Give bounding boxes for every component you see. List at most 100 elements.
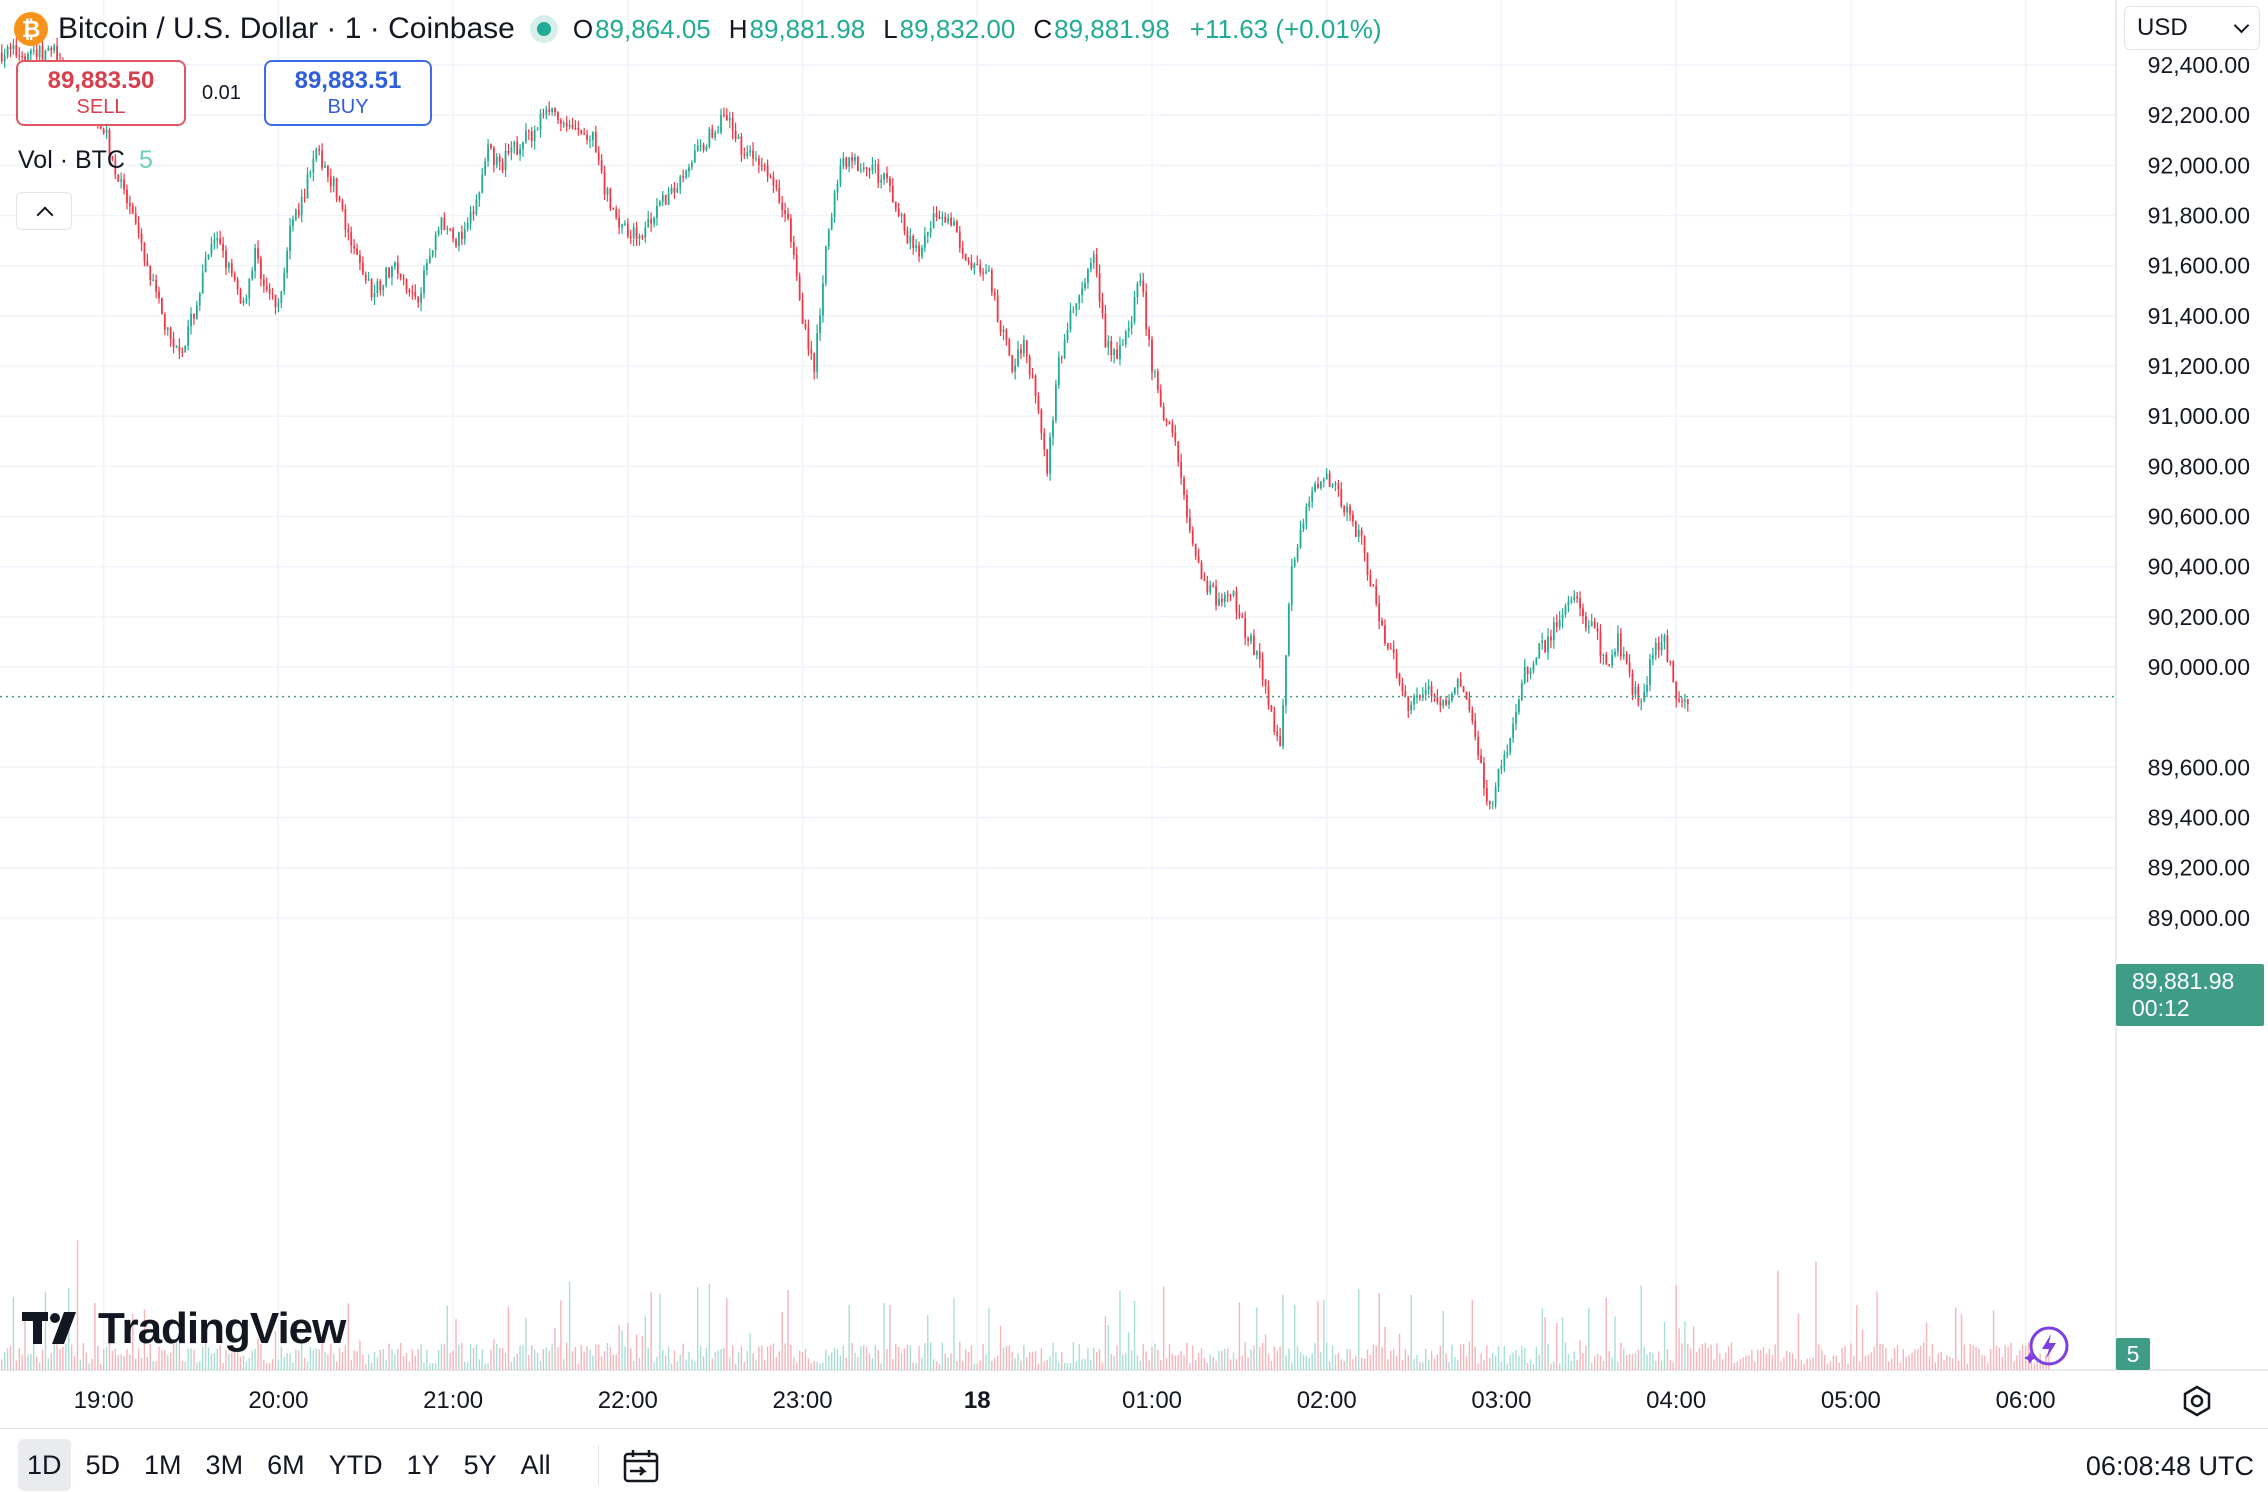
candle-body — [1538, 643, 1541, 658]
candle-body — [131, 205, 134, 214]
candle-body — [926, 232, 929, 236]
lightning-icon[interactable] — [2022, 1322, 2072, 1372]
range-button-1d[interactable]: 1D — [18, 1439, 71, 1491]
range-button-6m[interactable]: 6M — [267, 1449, 305, 1480]
candle-body — [1611, 655, 1613, 666]
candle-body — [880, 179, 883, 183]
candle-body — [548, 109, 551, 113]
candle-body — [1462, 686, 1465, 692]
range-button-3m[interactable]: 3M — [205, 1449, 244, 1480]
candle-body — [1055, 384, 1057, 421]
candle-body — [1151, 339, 1153, 373]
range-button-5d[interactable]: 5D — [85, 1449, 121, 1480]
candle-body — [1037, 396, 1040, 410]
candle-body — [1453, 687, 1456, 694]
sell-button[interactable]: 89,883.50 SELL — [16, 60, 186, 126]
candle-body — [1121, 344, 1124, 346]
candle-body — [1349, 506, 1351, 515]
candle-body — [1407, 696, 1410, 711]
collapse-legend-button[interactable] — [16, 192, 72, 230]
candle-body — [498, 156, 501, 163]
candle-body — [644, 227, 647, 238]
candle-body — [1226, 594, 1229, 596]
candle-body — [714, 132, 717, 138]
range-button-5y[interactable]: 5Y — [463, 1449, 497, 1480]
price-tick-label: 91,400.00 — [2148, 303, 2250, 329]
time-axis[interactable]: 19:00 20:00 21:00 22:00 23:00 18 01:00 02:00 03:… — [74, 1387, 2056, 1414]
candle-body — [376, 280, 379, 294]
currency-select[interactable]: USD — [2124, 6, 2260, 50]
candle-body — [1087, 269, 1089, 283]
candle-body — [1287, 604, 1290, 656]
candle-body — [361, 262, 364, 275]
candle-body — [1229, 595, 1232, 597]
tradingview-logo[interactable]: TradingView — [22, 1304, 346, 1354]
candle-body — [274, 294, 277, 307]
candle-body — [1014, 365, 1017, 372]
candle-body — [134, 213, 137, 224]
range-button-1m[interactable]: 1M — [144, 1449, 182, 1480]
price-axis[interactable]: 92,400.00 92,200.00 92,000.00 91,800.00 91,6… — [2148, 52, 2250, 931]
chevron-up-icon — [36, 206, 54, 224]
candle-body — [1314, 483, 1316, 492]
price-tick-label: 90,200.00 — [2148, 604, 2250, 630]
candle-body — [1040, 409, 1043, 433]
volume-legend[interactable]: Vol · BTC 5 — [18, 146, 153, 175]
settings-gear-icon[interactable] — [2180, 1384, 2214, 1418]
candle-body — [393, 262, 396, 267]
candle-body — [99, 123, 102, 129]
candle-body — [1340, 489, 1343, 506]
candle-body — [426, 263, 428, 271]
range-button-1y[interactable]: 1Y — [406, 1449, 440, 1480]
currency-label: USD — [2137, 14, 2188, 41]
candle-body — [338, 197, 341, 201]
candle-body — [1567, 601, 1570, 607]
candle-body — [647, 219, 650, 228]
candle-body — [583, 133, 586, 135]
candlestick-chart[interactable]: 92,400.00 92,200.00 92,000.00 91,800.00 91,6… — [0, 0, 2268, 1428]
candle-body — [912, 235, 915, 248]
range-button-all[interactable]: All — [520, 1449, 551, 1480]
candle-body — [871, 164, 874, 171]
candle-body — [638, 236, 641, 239]
candle-body — [845, 157, 848, 167]
candle-body — [1608, 664, 1611, 666]
candle-body — [297, 209, 300, 216]
candle-body — [1555, 622, 1558, 628]
time-tick-label: 19:00 — [74, 1387, 134, 1414]
candle-body — [1084, 282, 1086, 289]
utc-clock[interactable]: 06:08:48 UTC — [2085, 1451, 2254, 1481]
candle-body — [1168, 421, 1171, 425]
candle-body — [158, 291, 160, 299]
symbol-title[interactable]: Bitcoin / U.S. Dollar · 1 · Coinbase — [58, 12, 515, 45]
candle-body — [1124, 331, 1127, 345]
candle-body — [201, 272, 204, 294]
candle-body — [219, 238, 222, 244]
price-tick-label: 92,200.00 — [2148, 102, 2250, 128]
range-button-ytd[interactable]: YTD — [328, 1449, 383, 1480]
candle-body — [227, 263, 230, 268]
toolbar-divider — [598, 1445, 599, 1485]
buy-button[interactable]: 89,883.51 BUY — [264, 60, 432, 126]
candle-body — [711, 128, 714, 138]
candle-body — [868, 169, 871, 171]
calendar-goto-icon[interactable] — [622, 1449, 660, 1483]
candle-body — [1392, 649, 1395, 654]
candle-body — [929, 227, 932, 233]
candle-body — [1299, 529, 1302, 548]
candle-body — [1419, 695, 1421, 698]
candle-body — [749, 150, 752, 153]
candle-body — [589, 139, 591, 141]
candle-body — [1346, 506, 1349, 513]
candle-body — [504, 150, 507, 171]
candle-body — [143, 243, 146, 262]
candle-body — [1532, 664, 1535, 672]
candle-body — [676, 188, 679, 193]
candle-body — [1078, 295, 1081, 304]
candle-body — [906, 230, 909, 243]
candle-body — [111, 156, 114, 160]
candle-body — [1381, 620, 1383, 626]
candle-body — [271, 293, 274, 295]
candle-body — [399, 273, 402, 278]
candle-body — [379, 280, 382, 291]
